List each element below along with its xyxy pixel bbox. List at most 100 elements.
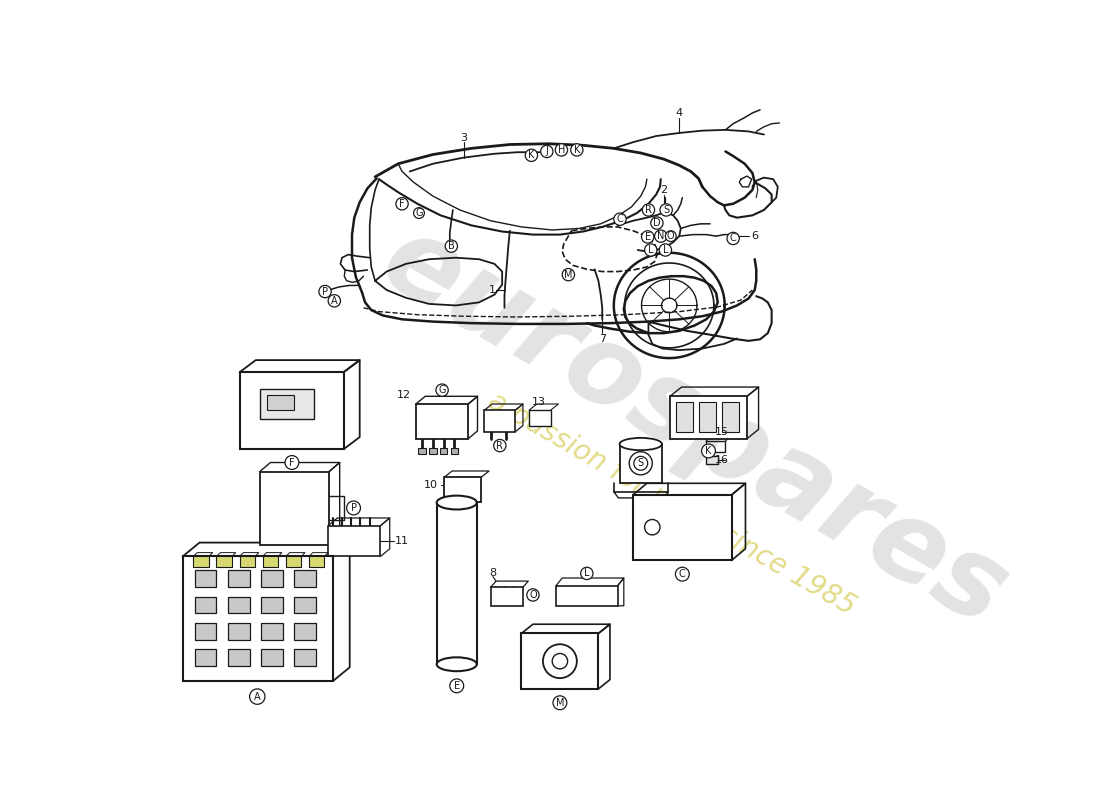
- FancyBboxPatch shape: [195, 622, 217, 640]
- FancyBboxPatch shape: [529, 410, 551, 426]
- Circle shape: [562, 269, 574, 281]
- FancyBboxPatch shape: [620, 444, 662, 482]
- Text: 13: 13: [531, 398, 546, 407]
- FancyBboxPatch shape: [700, 402, 716, 433]
- Text: S: S: [663, 205, 669, 215]
- Text: eurospares: eurospares: [364, 205, 1025, 649]
- FancyBboxPatch shape: [261, 649, 283, 666]
- Text: 11: 11: [395, 536, 409, 546]
- Text: S: S: [638, 458, 644, 468]
- Circle shape: [614, 213, 626, 226]
- Text: O: O: [667, 231, 674, 241]
- Text: E: E: [453, 681, 460, 691]
- Circle shape: [571, 144, 583, 156]
- Circle shape: [285, 455, 299, 470]
- FancyBboxPatch shape: [228, 649, 250, 666]
- Text: C: C: [729, 234, 737, 243]
- FancyBboxPatch shape: [195, 570, 217, 587]
- FancyBboxPatch shape: [263, 557, 278, 567]
- Circle shape: [527, 589, 539, 601]
- Text: 16: 16: [715, 455, 728, 466]
- FancyBboxPatch shape: [723, 402, 739, 433]
- Text: E: E: [645, 232, 651, 242]
- Text: A: A: [331, 296, 338, 306]
- Circle shape: [727, 232, 739, 245]
- FancyBboxPatch shape: [440, 448, 448, 454]
- FancyBboxPatch shape: [491, 587, 522, 606]
- Text: O: O: [529, 590, 537, 600]
- FancyBboxPatch shape: [521, 634, 598, 689]
- FancyBboxPatch shape: [228, 570, 250, 587]
- Circle shape: [541, 146, 553, 158]
- Text: G: G: [415, 208, 422, 218]
- Circle shape: [581, 567, 593, 579]
- Text: R: R: [645, 205, 652, 215]
- FancyBboxPatch shape: [295, 597, 316, 614]
- Text: 15: 15: [715, 426, 728, 437]
- FancyBboxPatch shape: [444, 477, 482, 502]
- Text: M: M: [564, 270, 573, 280]
- Text: 1: 1: [488, 285, 496, 295]
- Text: 7: 7: [598, 334, 606, 344]
- Text: R: R: [496, 441, 504, 450]
- FancyBboxPatch shape: [195, 597, 217, 614]
- Circle shape: [641, 230, 653, 243]
- FancyBboxPatch shape: [676, 402, 693, 433]
- Text: 3: 3: [460, 133, 467, 142]
- FancyBboxPatch shape: [260, 389, 313, 419]
- Ellipse shape: [437, 496, 476, 510]
- Text: 10: 10: [424, 480, 438, 490]
- Text: 2: 2: [660, 185, 668, 195]
- FancyBboxPatch shape: [286, 557, 301, 567]
- FancyBboxPatch shape: [328, 526, 381, 557]
- Text: D: D: [653, 218, 661, 228]
- Circle shape: [436, 384, 449, 396]
- Circle shape: [328, 294, 341, 307]
- Text: L: L: [662, 245, 668, 255]
- Circle shape: [414, 208, 425, 218]
- FancyBboxPatch shape: [418, 448, 426, 454]
- Ellipse shape: [437, 658, 476, 671]
- Text: 8: 8: [490, 568, 496, 578]
- FancyBboxPatch shape: [484, 410, 515, 432]
- Text: L: L: [584, 568, 590, 578]
- Circle shape: [651, 217, 663, 230]
- Text: a passion for parts since 1985: a passion for parts since 1985: [483, 387, 860, 621]
- FancyBboxPatch shape: [670, 396, 747, 438]
- Circle shape: [250, 689, 265, 704]
- FancyBboxPatch shape: [261, 570, 283, 587]
- Text: P: P: [351, 503, 356, 513]
- Text: P: P: [322, 286, 328, 297]
- FancyBboxPatch shape: [295, 570, 316, 587]
- Text: C: C: [617, 214, 624, 224]
- Text: F: F: [289, 458, 295, 467]
- Circle shape: [645, 244, 657, 256]
- Circle shape: [346, 501, 361, 515]
- FancyBboxPatch shape: [261, 622, 283, 640]
- Circle shape: [666, 230, 676, 242]
- Text: F: F: [399, 198, 405, 209]
- Circle shape: [675, 567, 690, 581]
- Circle shape: [659, 244, 671, 256]
- Text: J: J: [546, 146, 548, 157]
- FancyBboxPatch shape: [309, 557, 324, 567]
- FancyBboxPatch shape: [183, 557, 332, 682]
- Circle shape: [634, 456, 648, 470]
- Ellipse shape: [619, 438, 662, 450]
- Text: 6: 6: [751, 231, 758, 241]
- FancyBboxPatch shape: [267, 394, 295, 410]
- Circle shape: [526, 149, 538, 162]
- Text: G: G: [438, 385, 446, 395]
- Text: K: K: [574, 145, 580, 155]
- Text: N: N: [657, 231, 664, 241]
- Circle shape: [396, 198, 408, 210]
- FancyBboxPatch shape: [217, 557, 232, 567]
- Circle shape: [660, 204, 672, 216]
- FancyBboxPatch shape: [295, 622, 316, 640]
- FancyBboxPatch shape: [194, 557, 209, 567]
- Text: C: C: [679, 569, 685, 579]
- Circle shape: [702, 444, 715, 458]
- FancyBboxPatch shape: [228, 597, 250, 614]
- FancyBboxPatch shape: [556, 586, 618, 606]
- Circle shape: [654, 230, 667, 242]
